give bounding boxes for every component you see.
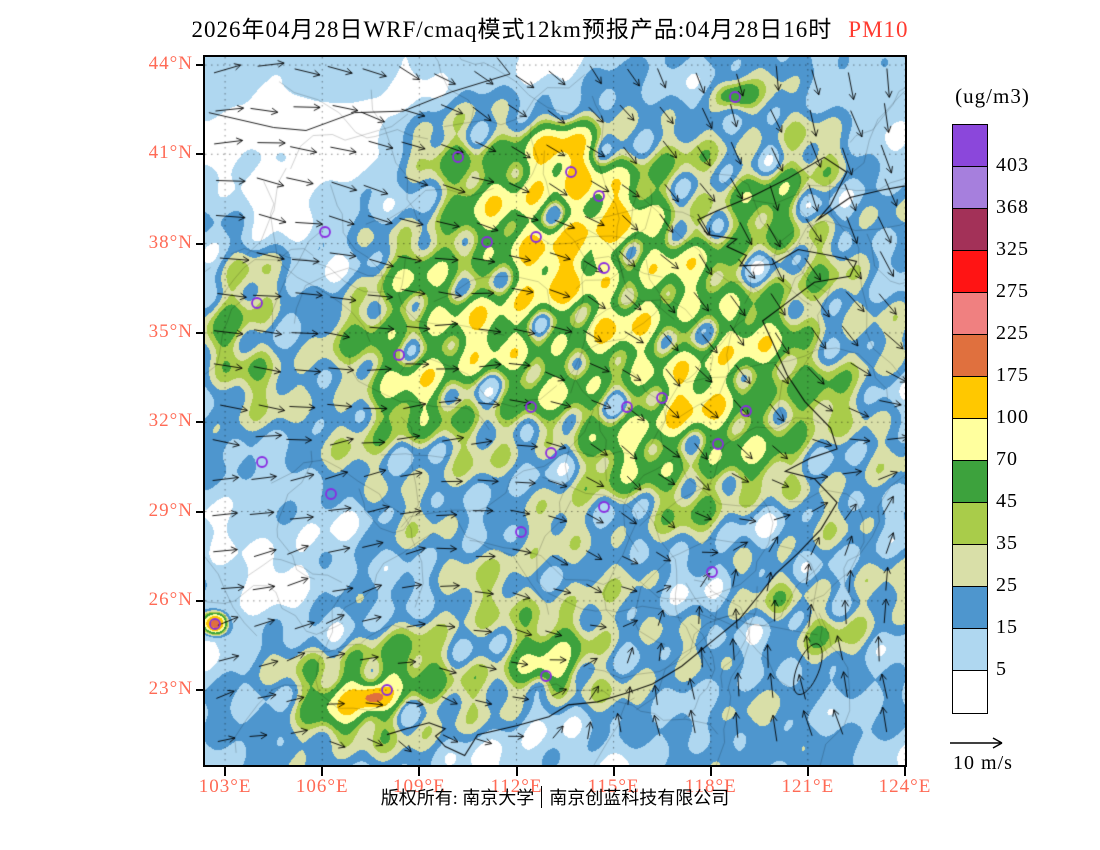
legend-swatch: [953, 251, 987, 293]
copyright-owner: 版权所有: 南京大学: [380, 788, 535, 808]
footer-divider: [541, 786, 543, 808]
legend-swatch: [953, 167, 987, 209]
lon-label: 109°E: [392, 776, 446, 797]
legend-unit-label: (ug/m3): [955, 84, 1030, 108]
legend-boundary-label: 225: [996, 322, 1029, 344]
legend-boundary-label: 100: [996, 406, 1029, 428]
lon-label: 118°E: [684, 776, 737, 797]
lon-tick: [224, 767, 227, 776]
lat-tick: [196, 510, 205, 513]
legend-swatch: [953, 461, 987, 503]
map-frame: [203, 55, 907, 767]
lon-tick: [709, 767, 712, 776]
lon-label: 124°E: [878, 776, 932, 797]
copyright-company: 南京创蓝科技有限公司: [549, 788, 730, 808]
lat-label: 32°N: [148, 410, 193, 432]
lat-tick: [196, 421, 205, 424]
legend-swatch: [953, 587, 987, 629]
wind-scale-label: 10 m/s: [953, 752, 1013, 774]
page-title-text: 2026年04月28日WRF/cmaq模式12km预报产品:04月28日16时: [191, 17, 833, 42]
lon-label: 103°E: [198, 776, 252, 797]
lat-label: 23°N: [148, 678, 193, 700]
legend-boundary-label: 368: [996, 196, 1029, 218]
colorbar: [952, 124, 988, 714]
lat-label: 26°N: [148, 588, 193, 610]
lat-tick: [196, 242, 205, 245]
lat-tick: [196, 153, 205, 156]
legend-swatch: [953, 377, 987, 419]
legend-boundary-label: 5: [996, 658, 1007, 680]
legend-boundary-label: 275: [996, 280, 1029, 302]
page-title: 2026年04月28日WRF/cmaq模式12km预报产品:04月28日16时 P…: [0, 10, 1100, 44]
legend-boundary-label: 15: [996, 616, 1018, 638]
lat-label: 38°N: [148, 231, 193, 253]
lat-label: 44°N: [148, 53, 193, 75]
legend-swatch: [953, 671, 987, 713]
copyright-footer: 版权所有: 南京大学 南京创蓝科技有限公司: [205, 784, 905, 810]
lon-tick: [806, 767, 809, 776]
lon-tick: [904, 767, 906, 776]
wind-scale-arrow: [950, 737, 1003, 749]
legend-swatch: [953, 293, 987, 335]
legend-boundary-label: 45: [996, 490, 1018, 512]
page-title-species: PM10: [848, 17, 909, 42]
legend-boundary-label: 403: [996, 154, 1029, 176]
legend-boundary-label: 175: [996, 364, 1029, 386]
legend-swatch: [953, 335, 987, 377]
lon-tick: [418, 767, 421, 776]
legend-swatch: [953, 545, 987, 587]
lon-tick: [612, 767, 615, 776]
legend-swatch: [953, 629, 987, 671]
pollution-map-canvas: [205, 57, 905, 765]
lat-tick: [196, 689, 205, 692]
lat-tick: [196, 599, 205, 602]
lon-label: 112°E: [490, 776, 543, 797]
lat-label: 41°N: [148, 142, 193, 164]
lon-label: 121°E: [781, 776, 835, 797]
lon-label: 115°E: [587, 776, 640, 797]
lat-tick: [196, 331, 205, 334]
legend-boundary-label: 325: [996, 238, 1029, 260]
legend-boundary-label: 25: [996, 574, 1018, 596]
legend-swatch: [953, 125, 987, 167]
lon-tick: [515, 767, 518, 776]
legend-swatch: [953, 209, 987, 251]
legend-swatch: [953, 503, 987, 545]
legend-boundary-label: 70: [996, 448, 1018, 470]
lat-label: 29°N: [148, 499, 193, 521]
lat-label: 35°N: [148, 320, 193, 342]
lat-tick: [196, 64, 205, 67]
lon-tick: [321, 767, 324, 776]
legend-boundary-label: 35: [996, 532, 1018, 554]
legend-swatch: [953, 419, 987, 461]
lon-label: 106°E: [295, 776, 349, 797]
